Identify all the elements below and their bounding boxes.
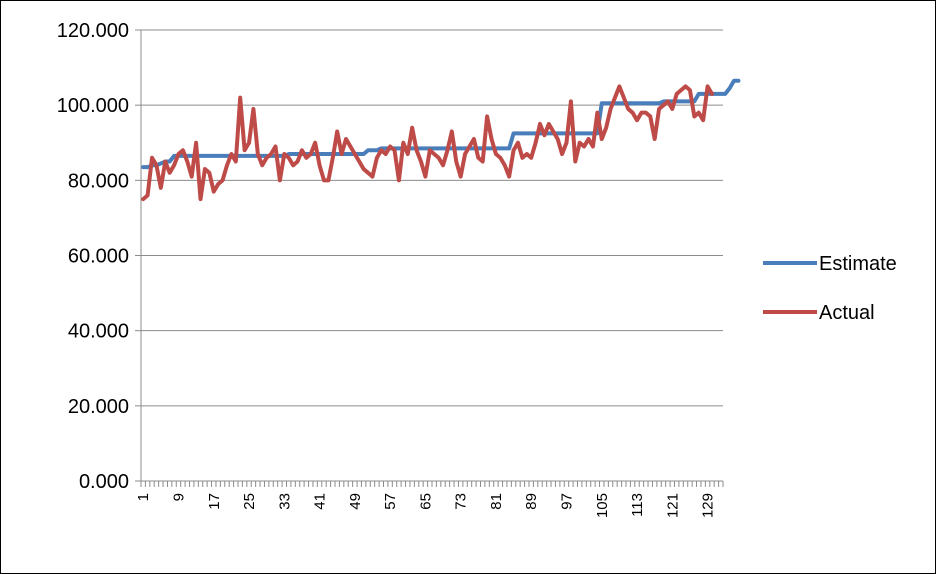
x-tick-label: 25 xyxy=(241,493,258,510)
y-axis-tick-labels: 0.000 20.000 40.000 60.000 80.000 100.000 120.… xyxy=(57,20,129,493)
x-tick-label: 89 xyxy=(523,493,540,510)
x-tick-label: 113 xyxy=(629,493,646,517)
x-tick-label: 57 xyxy=(382,493,399,510)
series-line-actual xyxy=(141,84,714,202)
legend: Estimate Actual xyxy=(763,253,897,324)
x-tick-label: 65 xyxy=(417,493,434,510)
x-tick-label: 41 xyxy=(312,493,329,510)
x-tick-label: 129 xyxy=(700,493,717,518)
legend-label-estimate: Estimate xyxy=(819,253,897,275)
y-tick-label: 20.000 xyxy=(68,396,129,418)
x-tick-label: 121 xyxy=(664,493,681,518)
y-tick-label: 100.000 xyxy=(57,95,129,117)
gridlines xyxy=(141,29,723,407)
axes xyxy=(135,29,724,487)
x-tick-label: 17 xyxy=(206,493,223,510)
y-tick-label: 0.000 xyxy=(79,471,129,493)
x-tick-label: 73 xyxy=(453,493,470,510)
x-axis-tick-labels: 1 9 17 25 33 41 49 57 65 73 81 89 97 105 113 121 129 xyxy=(135,493,716,518)
y-tick-label: 60.000 xyxy=(68,246,129,268)
x-tick-label: 49 xyxy=(347,493,364,510)
x-tick-label: 81 xyxy=(488,493,505,510)
y-tick-label: 40.000 xyxy=(68,321,129,343)
x-tick-label: 105 xyxy=(594,493,611,518)
x-tick-label: 97 xyxy=(558,493,575,510)
legend-label-actual: Actual xyxy=(819,302,875,324)
x-tick-label: 9 xyxy=(170,493,187,501)
series-line-estimate xyxy=(141,78,741,170)
y-tick-label: 80.000 xyxy=(68,170,129,192)
x-tick-label: 1 xyxy=(135,493,152,501)
series-lines xyxy=(141,78,741,202)
x-tick-label: 33 xyxy=(276,493,293,510)
y-tick-label: 120.000 xyxy=(57,20,129,42)
